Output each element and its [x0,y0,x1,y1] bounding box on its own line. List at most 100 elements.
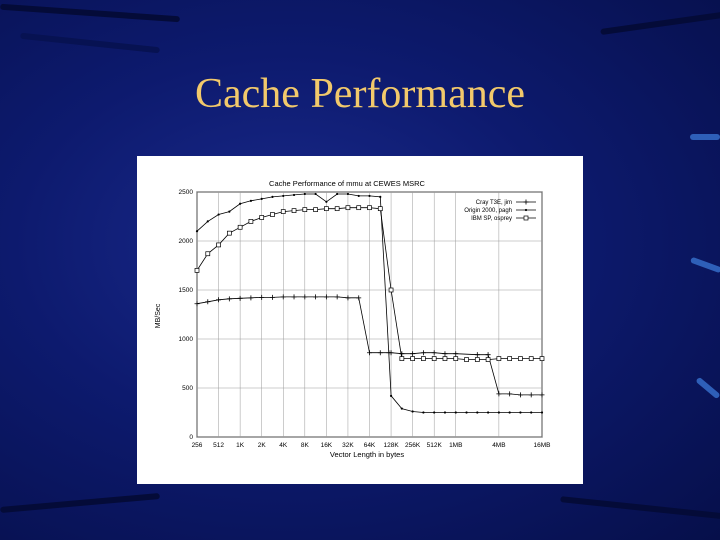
slide-title: Cache Performance [195,71,525,117]
series-point [453,356,459,361]
chart-frame: Cache Performance of mmu at CEWES MSRC M… [137,156,583,484]
series-point [269,294,275,300]
y-tick-label: 500 [182,385,193,392]
series-origin-2000-pagh [195,192,544,414]
y-tick-label: 0 [189,434,193,441]
series-point [249,199,253,202]
series-point [367,205,372,211]
series-point [206,220,209,223]
series-point [518,356,523,361]
series-point [399,351,405,357]
series-point [357,194,360,198]
series-point [431,356,437,361]
series-point [259,215,265,220]
series-point [540,411,544,414]
legend-label: Cray T3E, jim [476,200,512,206]
series-point [239,202,242,205]
series-point [528,392,534,398]
series-point [530,411,533,414]
series-point [260,197,263,200]
series-point [454,411,457,414]
series-point [345,295,351,301]
series-point [399,356,405,361]
chart-title: Cache Performance of mmu at CEWES MSRC [269,179,425,188]
series-point [334,206,340,212]
x-tick-label: 64K [364,442,376,449]
x-tick-label: 1K [236,442,245,449]
series-point [259,294,265,300]
x-tick-label: 2K [258,442,267,449]
series-point [282,194,285,198]
y-tick-label: 2000 [179,238,194,245]
series-point [464,357,469,362]
series-point [497,411,500,414]
series-point [194,268,200,273]
decor-streak [689,256,720,274]
decor-streak [695,376,720,400]
decor-streak [690,134,720,140]
x-tick-label: 32K [342,442,354,449]
series-point [194,301,200,307]
legend: Cray T3E, jim Origin 2000, pagh IBM SP, os… [464,199,536,222]
series-point [228,210,231,213]
series-point [465,411,468,414]
decor-streak [0,3,180,23]
series-lines [194,192,545,414]
series-point [226,230,232,236]
x-tick-label: 16MB [534,442,551,449]
y-axis-label: MB/Sec [155,303,162,328]
series-point [388,287,394,293]
series-point [324,206,329,212]
series-point [323,294,329,300]
series-point [517,392,523,398]
x-tick-label: 8K [301,442,310,449]
x-tick-label: 512K [427,442,443,449]
series-point [302,207,308,212]
tick-labels: 256 512 1K 2K 4K 8K 16K 32K 64K 128K 256K 512K 1MB 4M… [179,189,551,449]
series-point [431,350,437,356]
series-point [237,224,243,230]
series-point [539,392,545,398]
series-point [226,296,232,302]
series-point [453,351,459,357]
series-point [356,295,362,301]
y-tick-label: 1500 [179,287,194,294]
series-point [474,357,480,362]
series-point [356,205,362,211]
series-point [528,356,534,361]
series-point [422,411,425,414]
series-point [377,350,383,356]
decor-streak [560,496,720,520]
series-point [346,192,350,196]
x-tick-label: 16K [321,442,333,449]
series-point [216,297,222,303]
series-point [420,350,426,356]
series-point [443,411,447,414]
series-point [313,294,319,300]
series-point [377,206,383,212]
series-cray-t3e-jim [194,294,545,398]
series-point [474,352,480,358]
series-point [195,230,199,233]
series-point [485,352,491,358]
x-tick-label: 4MB [492,442,505,449]
x-tick-label: 256 [192,442,203,449]
series-point [205,299,211,305]
series-point [496,391,502,397]
series-point [291,208,297,213]
series-point [334,294,340,300]
series-point [368,194,371,198]
series-point [280,209,286,214]
series-point [389,394,393,397]
x-tick-label: 1MB [449,442,462,449]
series-ibm-sp-osprey [194,205,545,362]
series-point [486,411,490,414]
series-point [205,251,211,257]
series-point [313,207,318,212]
series-point [496,356,502,361]
series-point [248,219,254,224]
y-tick-label: 2500 [179,189,194,196]
series-point [271,195,274,198]
series-point [476,411,479,414]
series-point [325,200,328,203]
